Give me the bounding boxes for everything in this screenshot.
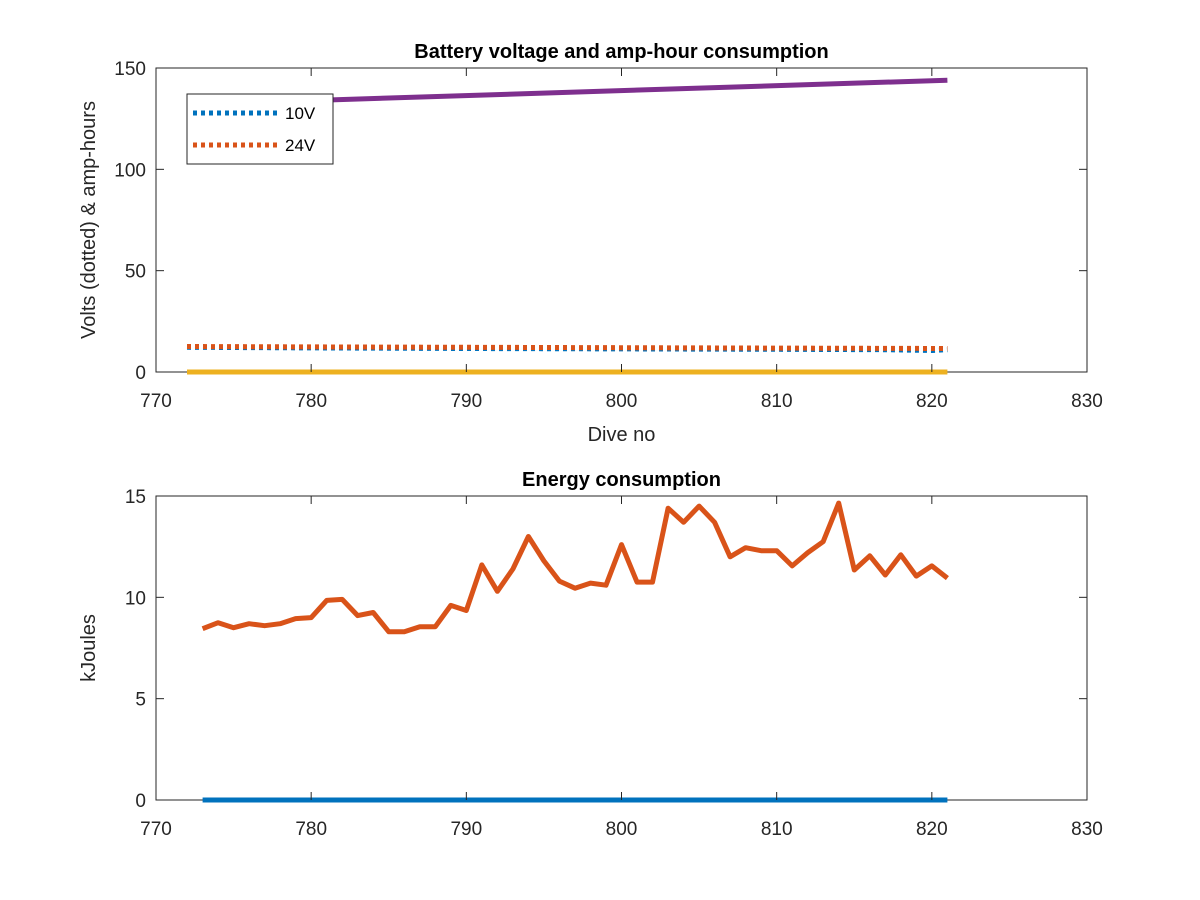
energy-y-tick-label: 0: [135, 791, 146, 812]
battery-x-axis-label: Dive no: [588, 424, 656, 446]
battery-x-tick-label: 830: [1071, 391, 1103, 412]
battery-x-tick-label: 820: [916, 391, 948, 412]
battery-y-axis-label: Volts (dotted) & amp-hours: [78, 101, 100, 339]
energy-x-tick-label: 820: [916, 819, 948, 840]
battery-x-tick-label: 770: [140, 391, 172, 412]
energy-chart-title: Energy consumption: [522, 469, 721, 491]
energy-x-tick-label: 780: [295, 819, 327, 840]
legend-box: [186, 93, 334, 165]
energy-x-tick-label: 790: [450, 819, 482, 840]
battery-chart: 770 780 790 800 810 820 830 0 50 100 150 Battery v…: [78, 41, 1103, 446]
battery-x-tick-label: 790: [450, 391, 482, 412]
battery-y-tick-label: 50: [125, 262, 146, 283]
energy-x-tick-label: 770: [140, 819, 172, 840]
battery-y-tick-label: 150: [114, 59, 146, 80]
energy-series-line-1: [201, 500, 949, 635]
energy-plot-area: [155, 495, 1088, 801]
energy-x-tick-label: 830: [1071, 819, 1103, 840]
battery-x-tick-label: 810: [761, 391, 793, 412]
energy-y-tick-label: 5: [135, 690, 146, 711]
energy-y-axis-label: kJoules: [78, 614, 100, 682]
energy-chart: 770 780 790 800 810 820 830 0 5 10 15 Energy consu…: [78, 469, 1103, 840]
battery-x-tick-label: 800: [606, 391, 638, 412]
legend-label-24v: 24V: [285, 136, 316, 155]
energy-x-tick-label: 800: [606, 819, 638, 840]
battery-y-tick-label: 100: [114, 160, 146, 181]
energy-y-tick-label: 10: [125, 588, 146, 609]
energy-y-tick-label: 15: [125, 487, 146, 508]
battery-y-tick-label: 0: [135, 363, 146, 384]
legend-label-10v: 10V: [285, 104, 316, 123]
battery-series-line-24v: [186, 344, 948, 351]
energy-x-tick-label: 810: [761, 819, 793, 840]
battery-chart-title: Battery voltage and amp-hour consumption: [414, 41, 828, 63]
battery-legend: 10V 24V: [186, 93, 334, 165]
battery-x-tick-label: 780: [295, 391, 327, 412]
